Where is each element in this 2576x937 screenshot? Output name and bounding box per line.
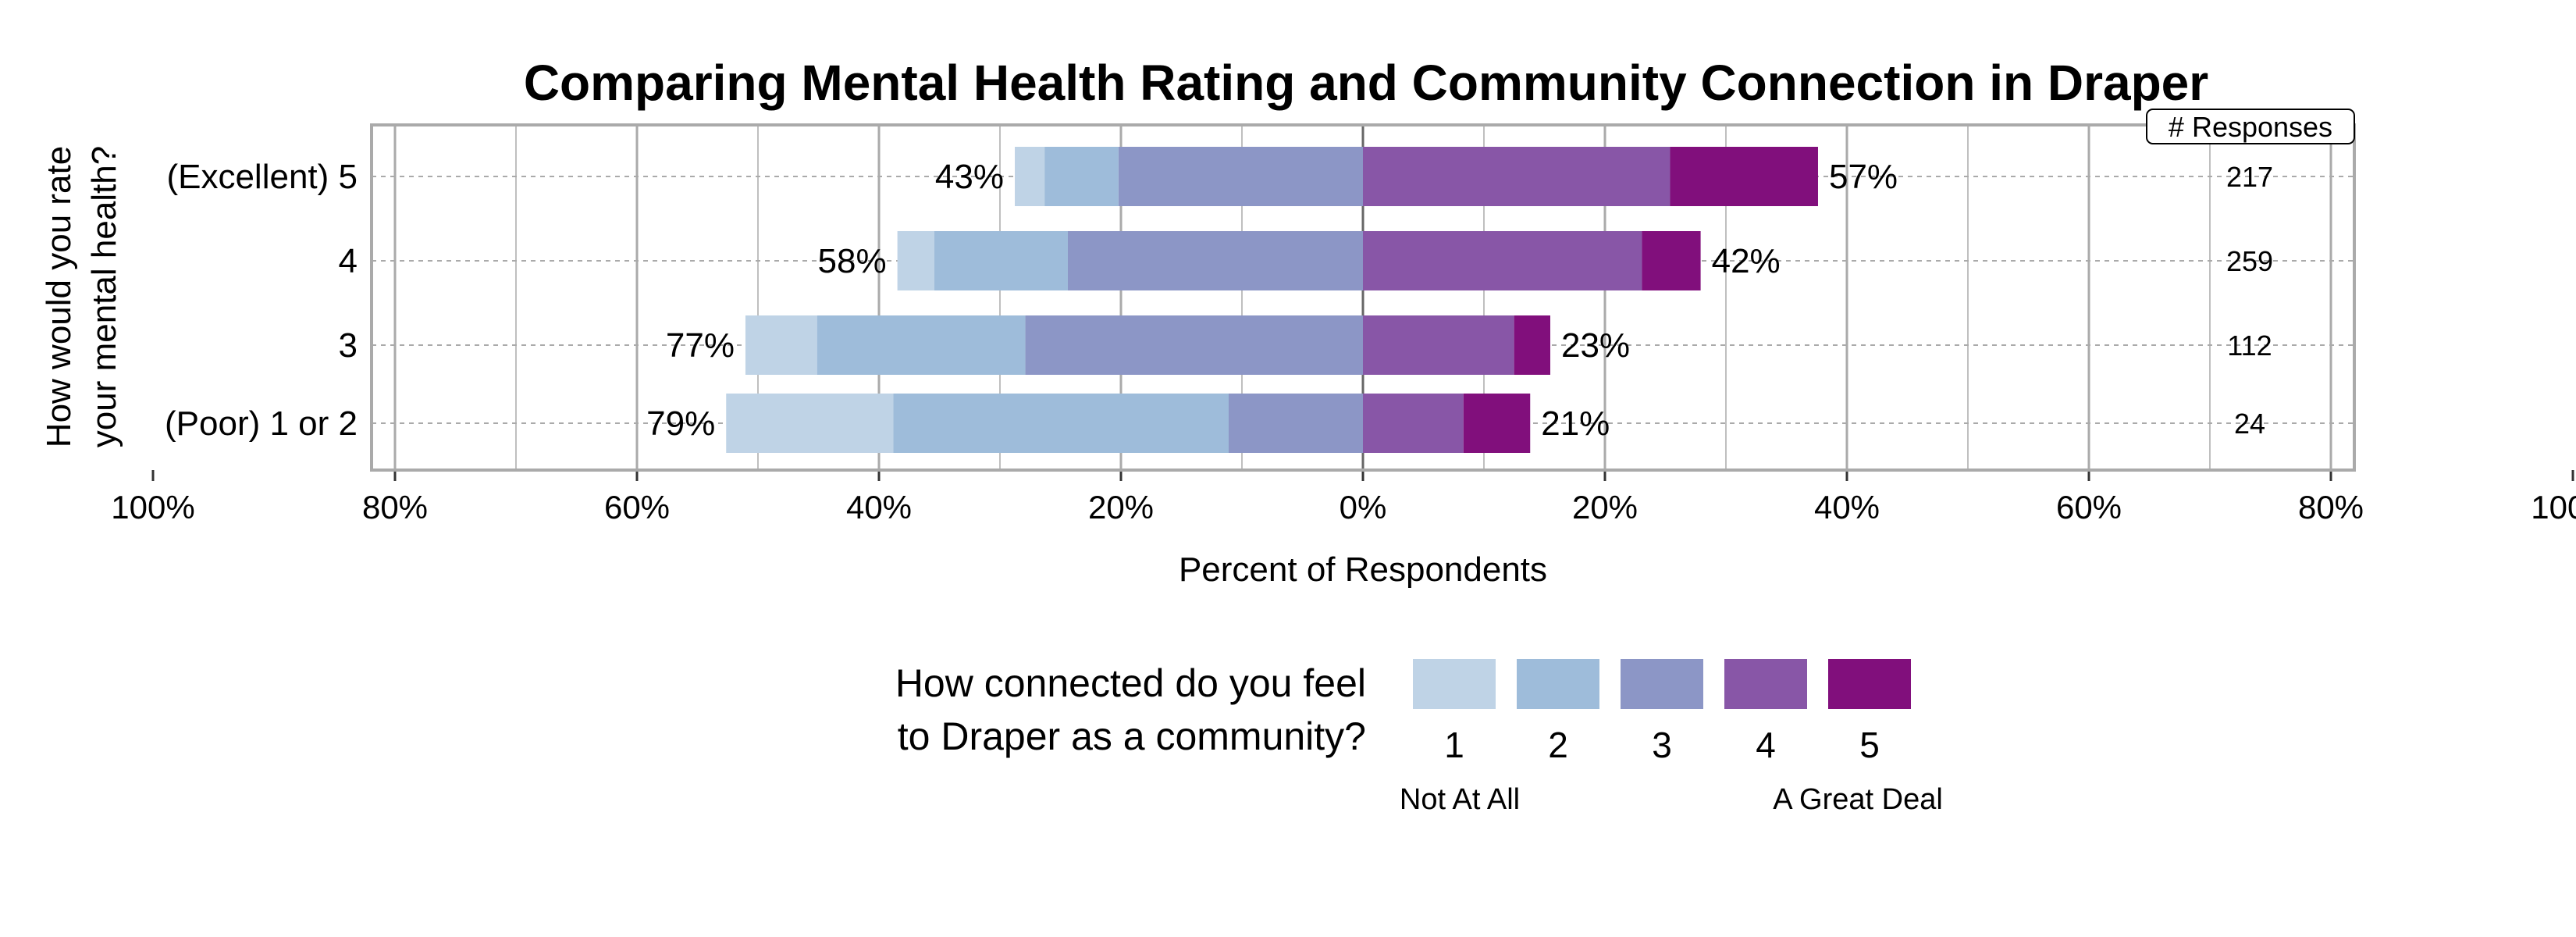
bar-segment-5	[1642, 231, 1701, 290]
bar-segment-4	[1363, 231, 1642, 290]
bar-segment-1	[1015, 147, 1045, 206]
left-percent-label: 58%	[818, 242, 887, 280]
legend-low-label: Not At All	[1400, 783, 1520, 816]
x-tick-label: 100%	[111, 489, 194, 526]
bar-segment-1	[897, 231, 935, 290]
bar-segment-5	[1514, 315, 1550, 375]
legend: How connected do you feel to Draper as a…	[895, 659, 1943, 816]
legend-label: 2	[1548, 725, 1568, 765]
x-tick-label: 80%	[2298, 489, 2364, 526]
category-label: 3	[339, 326, 358, 365]
bar-segment-4	[1363, 147, 1670, 206]
bar-segment-2	[934, 231, 1068, 290]
legend-label: 5	[1859, 725, 1880, 765]
x-tick-label: 80%	[362, 489, 428, 526]
x-tick-label: 100%	[2531, 489, 2576, 526]
legend-high-label: A Great Deal	[1773, 783, 1943, 816]
category-label: 4	[339, 242, 358, 280]
legend-swatch-1	[1413, 659, 1496, 709]
legend-label: 4	[1756, 725, 1776, 765]
response-count: 24	[2234, 408, 2265, 440]
bar-segment-3	[1025, 315, 1363, 375]
bar-segment-3	[1067, 231, 1363, 290]
left-percent-label: 77%	[666, 326, 735, 365]
plot-frame	[370, 123, 2356, 472]
x-tick-label: 60%	[604, 489, 670, 526]
bars	[726, 147, 1818, 453]
legend-label: 1	[1444, 725, 1464, 765]
x-tick-label: 40%	[1814, 489, 1880, 526]
legend-label: 3	[1652, 725, 1672, 765]
x-tick-label: 0%	[1340, 489, 1387, 526]
bar-segment-3	[1228, 394, 1363, 453]
right-percent-label: 23%	[1561, 326, 1630, 365]
bar-segment-3	[1118, 147, 1363, 206]
category-label: (Poor) 1 or 2	[165, 404, 358, 443]
response-count: 217	[2226, 161, 2273, 193]
bar-segment-2	[1044, 147, 1119, 206]
x-tick-label: 40%	[846, 489, 912, 526]
bar-segment-1	[745, 315, 817, 375]
x-tick-label: 60%	[2056, 489, 2122, 526]
bar-segment-1	[726, 394, 894, 453]
right-percent-label: 57%	[1829, 158, 1898, 196]
bar-segment-4	[1363, 394, 1464, 453]
legend-swatch-4	[1724, 659, 1807, 709]
x-tick-label: 20%	[1088, 489, 1154, 526]
responses-header-label: # Responses	[2169, 111, 2332, 143]
x-axis-label: Percent of Respondents	[1179, 550, 1547, 589]
legend-title-line-1: How connected do you feel	[895, 661, 1366, 705]
right-percent-label: 21%	[1541, 404, 1610, 443]
legend-swatch-2	[1517, 659, 1599, 709]
right-percent-label: 42%	[1712, 242, 1781, 280]
bar-segment-4	[1363, 315, 1514, 375]
chart-title: Comparing Mental Health Rating and Commu…	[524, 55, 2208, 111]
response-count: 259	[2226, 245, 2273, 277]
legend-swatch-3	[1621, 659, 1703, 709]
responses-header: # Responses	[2146, 109, 2355, 144]
bar-segment-5	[1463, 394, 1531, 453]
bar-segment-2	[817, 315, 1026, 375]
bar-segment-5	[1670, 147, 1818, 206]
y-axis-label: How would you rate your mental health?	[40, 146, 123, 447]
legend-title-line-2: to Draper as a community?	[898, 714, 1366, 758]
response-count: 112	[2227, 330, 2272, 362]
category-label: (Excellent) 5	[166, 158, 358, 196]
legend-swatch-5	[1828, 659, 1911, 709]
labels: 43% 57% (Excellent) 5 217 58% 42% 4 259 77% 23% 3 1…	[165, 158, 2273, 443]
bar-segment-2	[893, 394, 1229, 453]
x-tick-label: 20%	[1572, 489, 1638, 526]
left-percent-label: 43%	[935, 158, 1004, 196]
left-percent-label: 79%	[646, 404, 715, 443]
